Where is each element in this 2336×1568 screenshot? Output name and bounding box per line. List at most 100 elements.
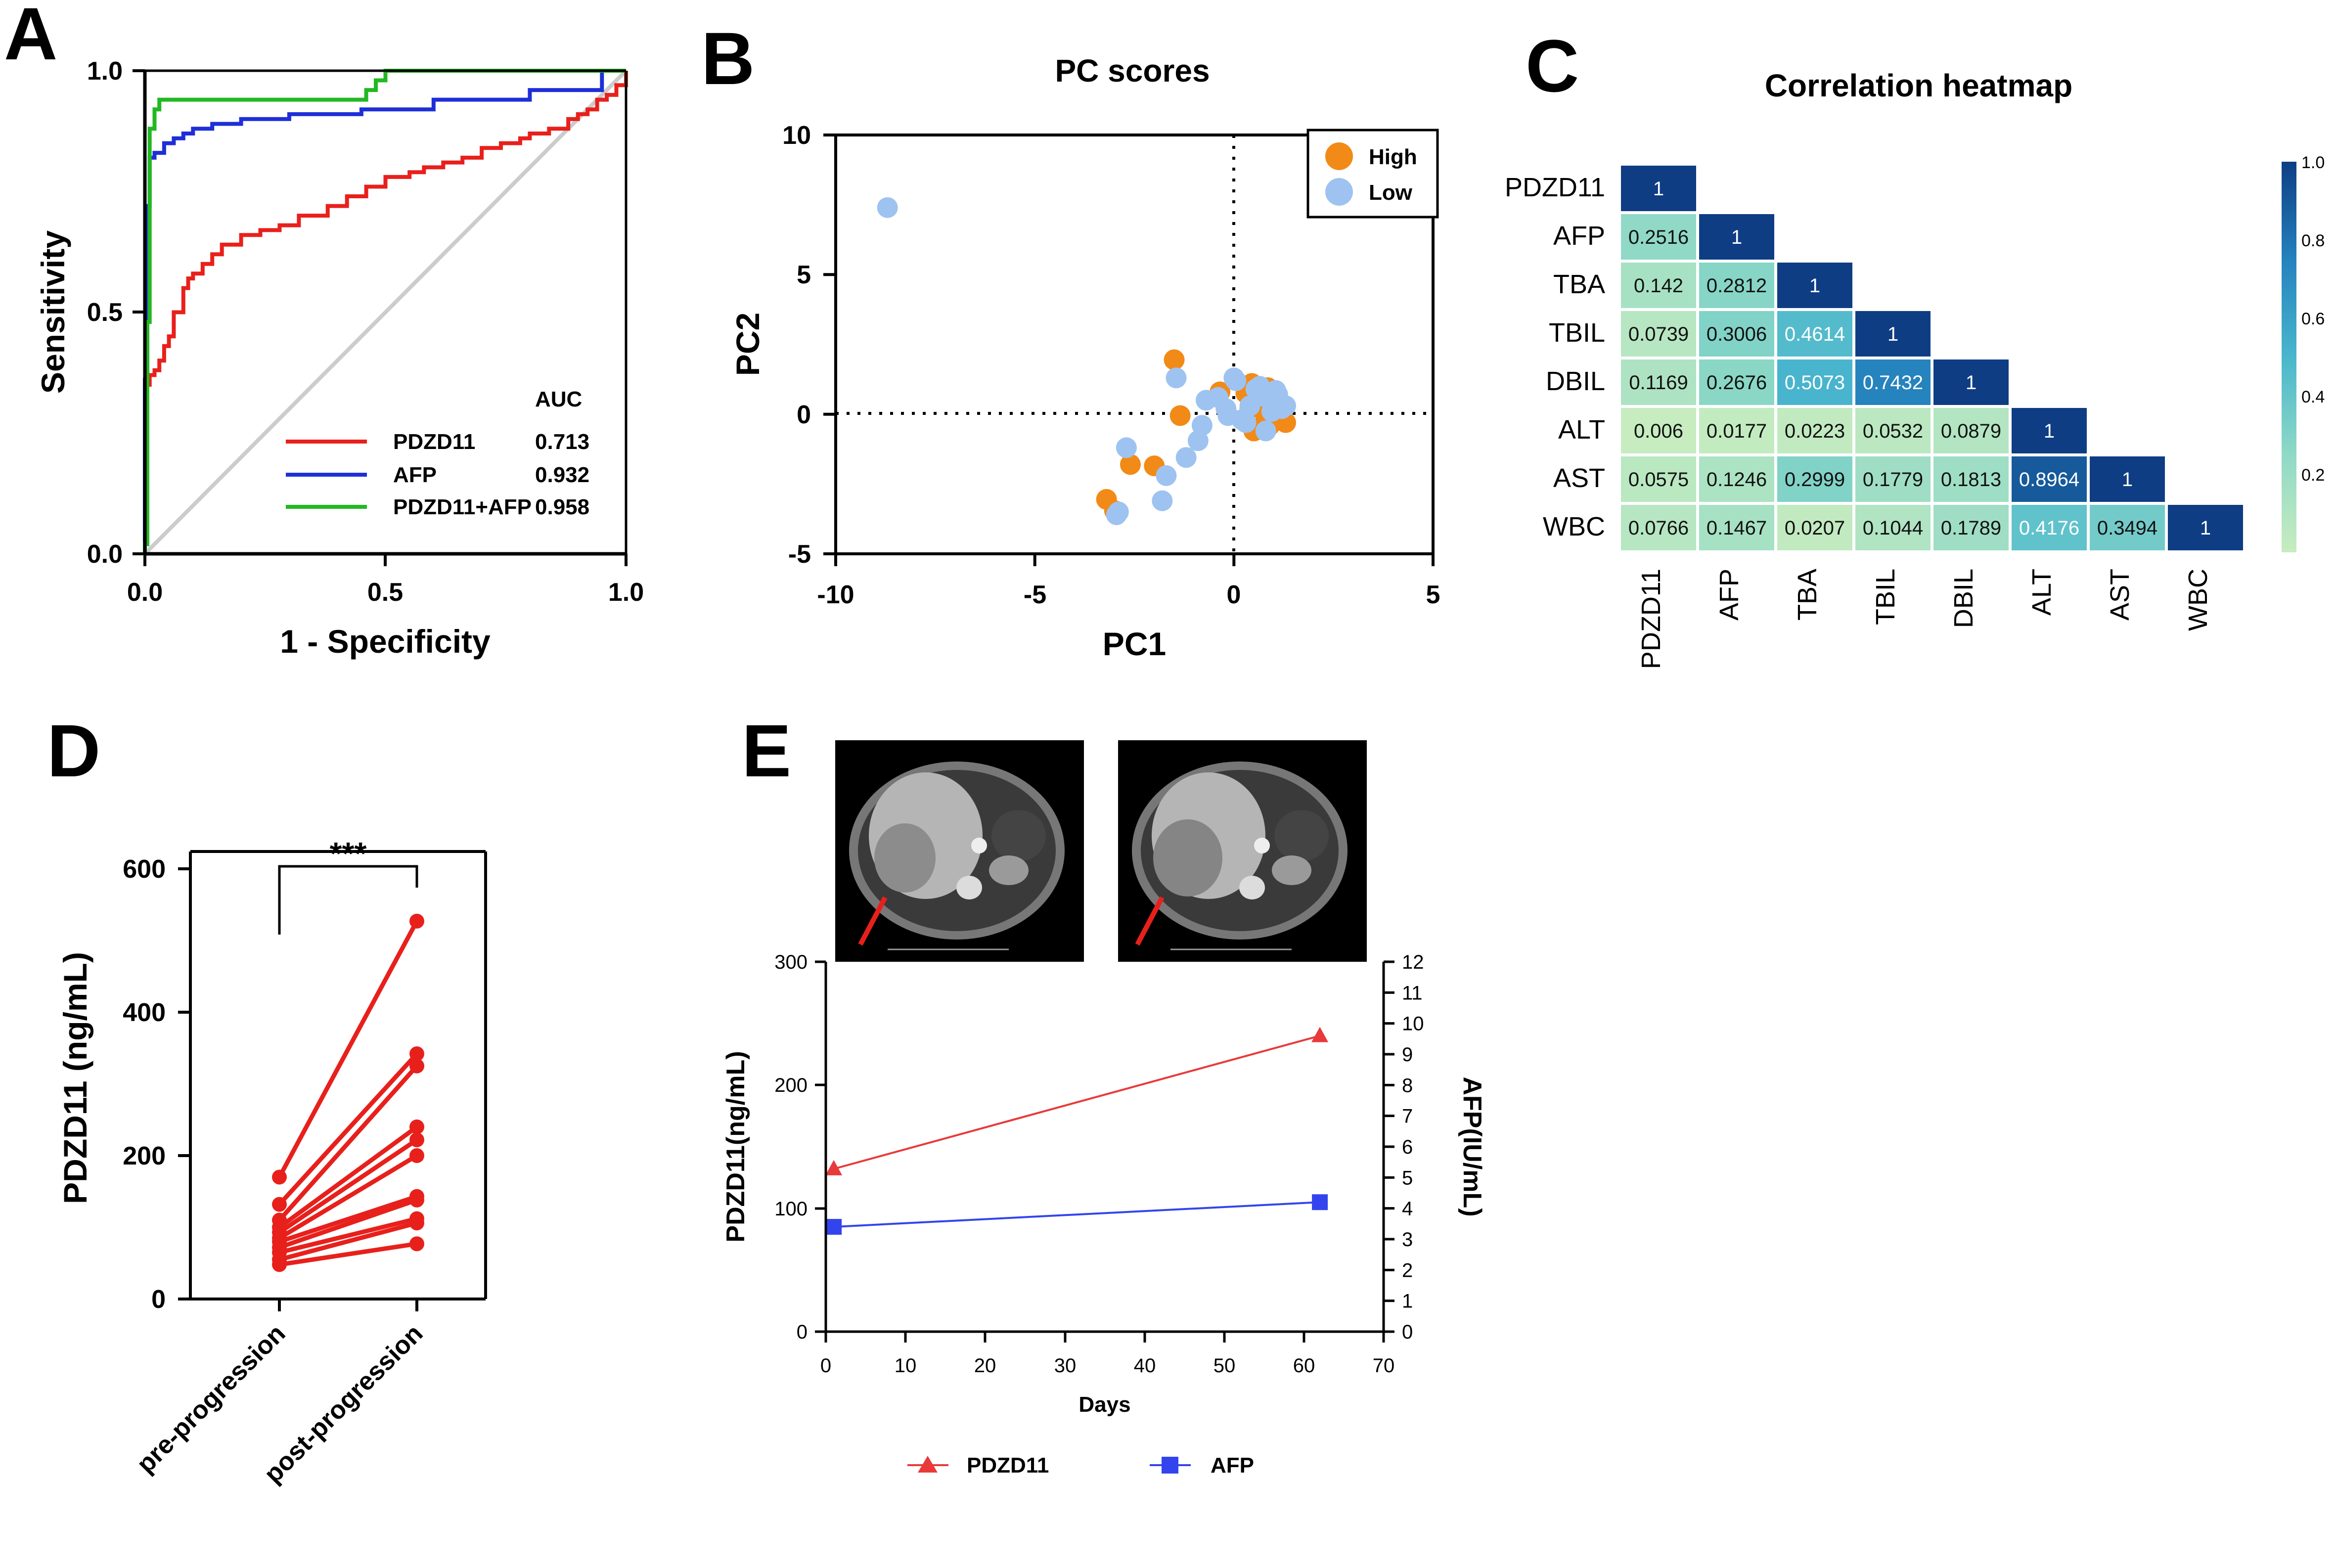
e-x-label: Days	[1078, 1392, 1130, 1417]
pca-point-high	[1120, 454, 1141, 475]
pca-point-low	[1152, 490, 1173, 511]
pca-legend-label: Low	[1369, 180, 1413, 205]
e-point-pdzd11	[1311, 1027, 1329, 1042]
heatmap-cell	[2090, 505, 2165, 550]
heatmap-cell	[1621, 311, 1696, 357]
e-line-afp	[834, 1201, 1320, 1228]
heatmap-cell-value: 1	[2044, 420, 2055, 442]
pca-x-tick: 5	[1426, 581, 1440, 609]
roc-chart: 0.0 0.5 1.0 0.0 0.5 1.0 1 - Specificity …	[35, 57, 644, 660]
heatmap-row-label: TBA	[1553, 269, 1605, 299]
heatmap-cell-value: 1	[2122, 469, 2133, 491]
heatmap-cell-value: 0.5073	[1785, 372, 1845, 394]
ct-arrow-2	[1135, 896, 1165, 946]
heatmap-col-label: AST	[2105, 569, 2135, 621]
heatmap-cell-value: 1	[1731, 226, 1742, 248]
heatmap-cell-value: 0.0879	[1941, 420, 2001, 442]
roc-curve-pdzd11-afp	[143, 69, 626, 554]
paired-point-post	[409, 1192, 424, 1208]
e-x-tick: 60	[1293, 1355, 1315, 1377]
heatmap-cell-value: 0.0207	[1785, 517, 1845, 539]
heatmap-cell	[1933, 456, 2009, 502]
pca-point-low	[1156, 465, 1177, 486]
heatmap-col-label: DBIL	[1949, 569, 1978, 628]
heatmap-cell-value: 0.2516	[1628, 226, 1689, 248]
heatmap-cell-value: 0.006	[1634, 420, 1683, 442]
pca-point-low	[1267, 384, 1288, 405]
roc-y-label: Sensitivity	[35, 230, 71, 394]
e-y-right-tick: 0	[1402, 1321, 1413, 1343]
heatmap-cell	[1621, 456, 1696, 502]
ct-scan-image-2	[1118, 740, 1367, 962]
paired-line	[278, 1216, 418, 1255]
heatmap-cell	[1933, 505, 2009, 550]
e-y-right-tick: 5	[1402, 1167, 1413, 1189]
heatmap-cell-value: 0.1467	[1707, 517, 1767, 539]
e-y-left-tick: 200	[774, 1075, 808, 1096]
heatmap-cell	[1621, 263, 1696, 308]
paired-point-post	[409, 1058, 424, 1074]
heatmap-cell-value: 0.0739	[1628, 323, 1689, 345]
heatmap-row-label: TBIL	[1549, 318, 1605, 348]
paired-line	[278, 1138, 418, 1234]
heatmap-cell	[1933, 359, 2009, 405]
heatmap-title: Correlation heatmap	[1765, 68, 2072, 103]
e-x-tick: 40	[1134, 1355, 1156, 1377]
e-y-right-tick: 2	[1402, 1259, 1413, 1281]
roc-legend-auc: 0.932	[535, 463, 589, 487]
paired-chart: 0 200 400 600 PDZD11 (ng/mL) pre-progres…	[57, 836, 487, 1489]
pca-x-tick: 0	[1227, 581, 1241, 609]
panel-label-c: C	[1526, 24, 1579, 107]
e-point-afp	[1312, 1194, 1328, 1210]
heatmap-cell	[2090, 456, 2165, 502]
heatmap-cell-value: 0.1169	[1629, 372, 1688, 394]
heatmap-cell	[1699, 505, 1774, 550]
pca-y-tick: 5	[797, 261, 811, 289]
paired-line	[278, 1220, 418, 1262]
paired-y-tick: 400	[123, 998, 166, 1027]
paired-y-tick: 200	[123, 1142, 166, 1170]
heatmap-cell	[1855, 311, 1931, 357]
roc-x-tick: 0.0	[127, 578, 163, 607]
heatmap-cell	[1621, 408, 1696, 453]
pca-legend-label: High	[1369, 145, 1417, 169]
e-y-right-tick: 3	[1402, 1229, 1413, 1251]
roc-x-label: 1 - Specificity	[280, 623, 491, 660]
e-y-right-tick: 10	[1402, 1013, 1424, 1035]
heatmap-cell-value: 0.0177	[1707, 420, 1767, 442]
significance-bracket	[278, 865, 418, 935]
pca-legend	[1306, 129, 1439, 219]
heatmap-cell	[1699, 214, 1774, 260]
heatmap-cell-value: 0.2812	[1707, 275, 1767, 297]
heatmap-row-label: DBIL	[1546, 366, 1605, 396]
e-point-pdzd11	[825, 1160, 843, 1175]
roc-x-tick: 1.0	[608, 578, 644, 607]
roc-legend-auc: 0.958	[535, 495, 589, 519]
heatmap-cell	[1855, 359, 1931, 405]
e-x-tick: 10	[895, 1355, 917, 1377]
e-y-right-tick: 11	[1402, 982, 1423, 1004]
heatmap-col-label: TBIL	[1871, 569, 1900, 625]
pca-point-high	[1169, 405, 1191, 426]
pca-point-low	[1217, 405, 1239, 426]
e-x-tick: 30	[1054, 1355, 1077, 1377]
paired-y-tick: 0	[151, 1285, 166, 1314]
heatmap-col-label: WBC	[2183, 569, 2213, 631]
heatmap-row-label: AFP	[1553, 221, 1605, 251]
panel-label-a: A	[4, 0, 57, 75]
pca-point-high	[1164, 349, 1185, 370]
heatmap-col-label: TBA	[1793, 569, 1822, 621]
heatmap-cell	[1933, 408, 2009, 453]
heatmap-cell-value: 1	[1653, 178, 1664, 200]
e-x-tick: 70	[1373, 1355, 1395, 1377]
heatmap-cell	[1699, 408, 1774, 453]
heatmap-cell	[1777, 311, 1852, 357]
e-x-tick: 50	[1213, 1355, 1236, 1377]
roc-legend-label: AFP	[393, 463, 437, 487]
pca-point-low	[1116, 437, 1137, 458]
heatmap-row-label: ALT	[1558, 415, 1605, 445]
e-point-afp	[826, 1219, 842, 1235]
pca-plot-frame	[834, 134, 1435, 555]
heatmap-cell-value: 0.142	[1634, 275, 1683, 297]
panel-label-e: E	[742, 709, 791, 792]
